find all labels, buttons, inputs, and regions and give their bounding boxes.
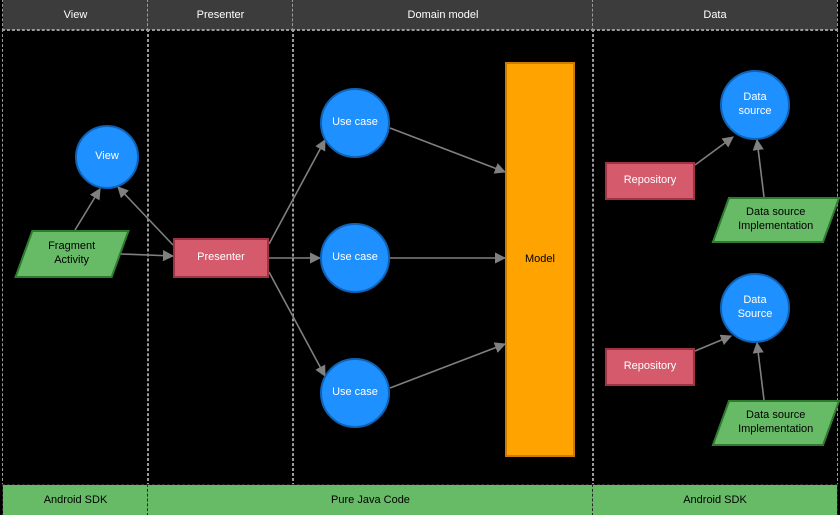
node-label: Datasource [738, 91, 771, 119]
node-label: Data sourceImplementation [738, 409, 813, 437]
node-view_circle: View [75, 125, 139, 189]
footer-label: Pure Java Code [331, 494, 410, 506]
footer-android-sdk-left: Android SDK [3, 485, 148, 515]
lane-header-presenter: Presenter [148, 0, 293, 30]
node-repo1: Repository [605, 162, 695, 200]
lane-header-data: Data [593, 0, 837, 30]
node-fragment: FragmentActivity [14, 230, 129, 278]
header-row: View Presenter Domain model Data [0, 0, 840, 30]
lane-header-domain: Domain model [293, 0, 593, 30]
lane-label: Data [703, 9, 726, 21]
node-usecase2: Use case [320, 223, 390, 293]
footer-android-sdk-right: Android SDK [593, 485, 837, 515]
node-model: Model [505, 62, 575, 457]
footer-pure-java: Pure Java Code [148, 485, 593, 515]
footer-row: Android SDK Pure Java Code Android SDK [0, 485, 840, 515]
lane-header-view: View [3, 0, 148, 30]
node-label: View [95, 150, 119, 164]
node-label: Presenter [197, 251, 245, 265]
node-ds1: Datasource [720, 70, 790, 140]
node-label: Repository [624, 360, 677, 374]
node-label: Use case [332, 386, 378, 400]
lane-label: Presenter [197, 9, 245, 21]
node-ds2: DataSource [720, 273, 790, 343]
node-label: Model [525, 253, 555, 267]
node-label: FragmentActivity [48, 240, 95, 268]
node-usecase1: Use case [320, 88, 390, 158]
node-label: Data sourceImplementation [738, 206, 813, 234]
footer-label: Android SDK [683, 494, 747, 506]
node-label: DataSource [738, 294, 773, 322]
node-dsimpl2: Data sourceImplementation [712, 400, 840, 446]
node-label: Use case [332, 116, 378, 130]
lane-label: Domain model [408, 9, 479, 21]
node-label: Repository [624, 174, 677, 188]
node-usecase3: Use case [320, 358, 390, 428]
footer-label: Android SDK [44, 494, 108, 506]
node-dsimpl1: Data sourceImplementation [712, 197, 840, 243]
lane-label: View [64, 9, 88, 21]
node-repo2: Repository [605, 348, 695, 386]
diagram-stage: View Presenter Domain model Data View Fra… [0, 0, 840, 515]
node-label: Use case [332, 251, 378, 265]
node-presenter_rect: Presenter [173, 238, 269, 278]
